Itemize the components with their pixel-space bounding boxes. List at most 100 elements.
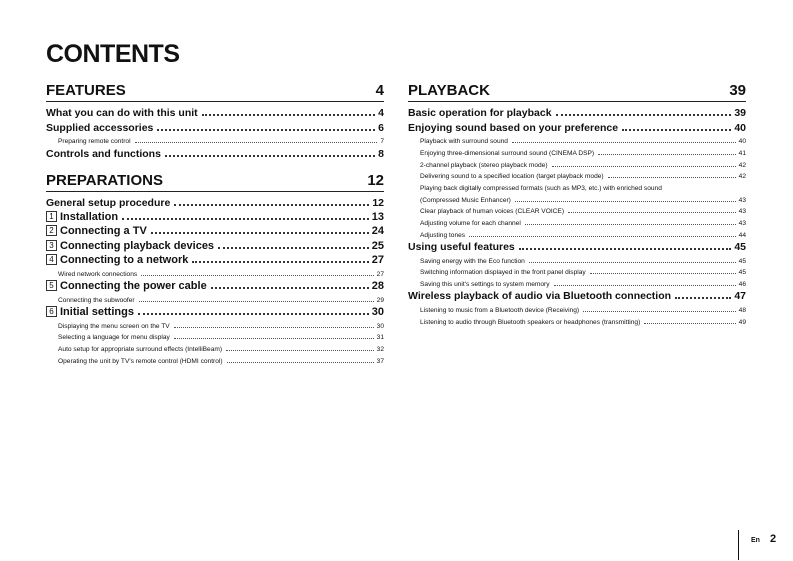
toc-entry[interactable]: Selecting a language for menu display 31 (46, 330, 384, 341)
toc-entry[interactable]: (Compressed Music Enhancer) 43 (408, 192, 746, 204)
entry-label: Playing back digitally compressed format… (420, 185, 662, 192)
toc-entry[interactable]: Saving this unit's settings to system me… (408, 276, 746, 288)
entry-page: 13 (371, 211, 384, 224)
toc-entry[interactable]: Playing back digitally compressed format… (408, 180, 746, 192)
dot-leader (122, 218, 369, 221)
toc-entry[interactable]: Saving energy with the Eco function 45 (408, 253, 746, 265)
entry-text: Switching information displayed in the f… (420, 269, 586, 277)
entry-text: (Compressed Music Enhancer) (420, 196, 511, 204)
entry-label: 4 Connecting to a network (46, 254, 188, 266)
toc-entry[interactable]: Basic operation for playback 39 (408, 105, 746, 119)
toc-entry[interactable]: 6 Initial settings 30 (46, 304, 384, 318)
dot-leader (528, 261, 736, 263)
toc-entry[interactable]: 5 Connecting the power cable 28 (46, 278, 384, 292)
entry-label: Operating the unit by TV's remote contro… (58, 358, 223, 365)
toc-entry[interactable]: Switching information displayed in the f… (408, 265, 746, 277)
section-heading: PLAYBACK 39 (408, 80, 746, 102)
toc-entry[interactable]: Wired network connections 27 (46, 266, 384, 278)
toc-entry[interactable]: Listening to audio through Bluetooth spe… (408, 314, 746, 326)
dot-leader (589, 273, 736, 275)
step-number-box: 4 (46, 254, 57, 266)
dot-leader (675, 297, 732, 300)
entry-text: Saving this unit's settings to system me… (420, 281, 550, 289)
entry-page: 32 (376, 346, 384, 354)
dot-leader (137, 313, 369, 316)
section-page: 4 (375, 82, 384, 99)
toc-entry[interactable]: 4 Connecting to a network 27 (46, 252, 384, 266)
toc-entry[interactable]: 1 Installation 13 (46, 209, 384, 223)
toc-entry[interactable]: Playback with surround sound 40 (408, 134, 746, 146)
toc-entry[interactable]: Listening to music from a Bluetooth devi… (408, 302, 746, 314)
entry-label: Enjoying sound based on your preference (408, 122, 618, 134)
entry-page: 6 (378, 121, 384, 134)
entry-label: Connecting the subwoofer (58, 297, 135, 304)
dot-leader (644, 322, 736, 324)
entry-label: Using useful features (408, 241, 515, 253)
dot-leader (218, 246, 369, 249)
toc-entry[interactable]: Displaying the menu screen on the TV 30 (46, 318, 384, 330)
entry-page: 43 (738, 220, 746, 228)
toc-entry[interactable]: General setup procedure 12 (46, 195, 384, 209)
toc-entry[interactable]: Clear playback of human voices (CLEAR VO… (408, 204, 746, 216)
dot-leader (210, 287, 369, 290)
entry-label: Saving energy with the Eco function (420, 258, 525, 265)
toc-entry[interactable]: 2 Connecting a TV 24 (46, 223, 384, 237)
entry-text: Clear playback of human voices (CLEAR VO… (420, 208, 565, 216)
entry-text: Auto setup for appropriate surround effe… (58, 346, 223, 354)
toc-entry[interactable]: Controls and functions 8 (46, 145, 384, 160)
toc-entry[interactable]: 2-channel playback (stereo playback mode… (408, 157, 746, 169)
section-page: 12 (367, 171, 384, 189)
entry-label: Basic operation for playback (408, 107, 552, 119)
toc-entry[interactable]: Connecting the subwoofer 29 (46, 292, 384, 304)
entry-page: 8 (378, 147, 384, 160)
entry-page: 43 (738, 208, 746, 216)
dot-leader (150, 232, 369, 235)
toc-entry[interactable]: Delivering sound to a specified location… (408, 169, 746, 181)
toc-entry[interactable]: Operating the unit by TV's remote contro… (46, 353, 384, 365)
toc-entry[interactable]: Supplied accessories 6 (46, 119, 384, 134)
toc-entry[interactable]: Using useful features 45 (408, 239, 746, 253)
entry-label: Wired network connections (58, 271, 137, 278)
footer-divider (738, 530, 740, 560)
entry-page: 42 (738, 173, 746, 181)
entry-text: Connecting playback devices (60, 239, 215, 252)
dot-leader (551, 165, 736, 167)
entry-text: Wired network connections (58, 270, 138, 278)
entry-page: 30 (376, 322, 384, 330)
entry-text: Connecting the subwoofer (58, 296, 135, 304)
entry-label: Adjusting volume for each channel (420, 220, 521, 227)
toc-entry[interactable]: Enjoying three-dimensional surround soun… (408, 145, 746, 157)
toc-entry[interactable]: What you can do with this unit 4 (46, 105, 384, 119)
dot-leader (622, 128, 732, 131)
entry-page: 40 (738, 138, 746, 146)
entry-text: Preparing remote control (58, 138, 131, 146)
entry-label: Listening to audio through Bluetooth spe… (420, 319, 640, 326)
entry-page: 12 (372, 196, 384, 209)
entry-label: Auto setup for appropriate surround effe… (58, 346, 222, 353)
entry-page: 45 (738, 257, 746, 265)
step-number-box: 2 (46, 225, 57, 237)
entry-label: 3 Connecting playback devices (46, 239, 215, 252)
entry-text: Using useful features (408, 241, 515, 254)
entry-text: Initial settings (60, 306, 134, 319)
toc-entry[interactable]: Auto setup for appropriate surround effe… (46, 341, 384, 353)
dot-leader (173, 338, 374, 340)
entry-page: 49 (738, 318, 746, 326)
page-title: CONTENTS (46, 40, 180, 68)
toc-entry[interactable]: Adjusting volume for each channel 43 (408, 215, 746, 227)
dot-leader (524, 224, 736, 226)
toc-entry[interactable]: Preparing remote control 7 (46, 134, 384, 146)
entry-label: 1 Installation (46, 211, 118, 223)
entry-text: Connecting the power cable (60, 280, 207, 293)
entry-page: 37 (376, 357, 384, 365)
dot-leader (174, 203, 370, 206)
toc-entry[interactable]: Adjusting tones 44 (408, 227, 746, 239)
entry-page: 47 (734, 290, 746, 303)
language-label: En (751, 537, 760, 544)
entry-label: 2 Connecting a TV (46, 225, 147, 237)
dot-leader (553, 285, 736, 287)
toc-entry[interactable]: Enjoying sound based on your preference 4… (408, 119, 746, 134)
toc-entry[interactable]: Wireless playback of audio via Bluetooth… (408, 288, 746, 302)
toc-column-left: FEATURES 4 What you can do with this unit 4… (46, 80, 384, 365)
toc-entry[interactable]: 3 Connecting playback devices 25 (46, 237, 384, 252)
